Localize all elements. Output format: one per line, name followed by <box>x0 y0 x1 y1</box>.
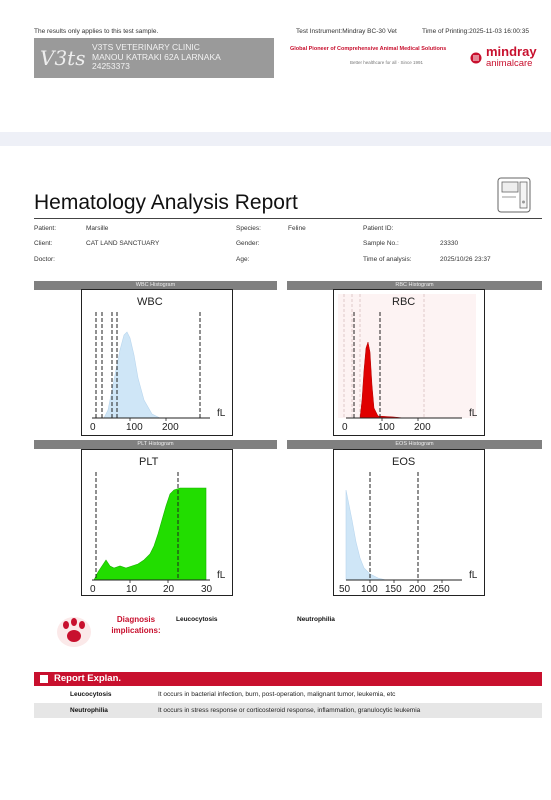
report-explanation-header: Report Explan. <box>34 672 542 686</box>
eos-tick-label: 150 <box>385 584 402 595</box>
result-notice: The results only applies to this test sa… <box>34 28 159 35</box>
wbc-histogram-header: WBC Histogram <box>34 281 277 290</box>
brand-tagline: Global Pioneer of Comprehensive Animal M… <box>290 46 447 52</box>
explanation-term: Leucocytosis <box>70 691 112 698</box>
plt-histogram-plot <box>92 472 210 583</box>
sample-value: 23330 <box>440 240 459 247</box>
rbc-unit: fL <box>469 408 478 419</box>
clinic-banner: V3ts V3TS VETERINARY CLINIC MANOU KATRAK… <box>34 38 274 78</box>
clinic-phone: 24253373 <box>92 61 130 71</box>
analyzer-device-icon <box>497 177 531 213</box>
explanation-term: Neutrophilia <box>70 707 108 714</box>
explanation-row: Neutrophilia It occurs in stress respons… <box>34 703 542 718</box>
mindray-logo-icon <box>470 52 482 64</box>
plt-tick-label: 10 <box>126 584 138 595</box>
eos-tick-label: 50 <box>339 584 351 595</box>
eos-curve <box>345 489 387 581</box>
top-notice-bar: The results only applies to this test sa… <box>0 0 551 40</box>
wbc-tick-label: 0 <box>90 422 96 433</box>
title-rule <box>34 218 542 219</box>
diagnosis-item: Neutrophilia <box>297 616 335 623</box>
clinic-logo: V3ts <box>40 46 86 70</box>
wbc-curve <box>103 331 161 419</box>
explanation-row: Leucocytosis It occurs in bacterial infe… <box>34 687 542 702</box>
patient-value: Marsille <box>86 225 109 232</box>
eos-tick-label: 200 <box>409 584 426 595</box>
patient-label: Patient: <box>34 225 57 232</box>
plt-histogram: PLT fL 0 10 20 30 <box>81 449 233 596</box>
rbc-histogram: RBC fL 0 100 200 <box>333 289 485 436</box>
clinic-address: MANOU KATRAKI 62A LARNAKA <box>92 51 221 62</box>
clinic-details: V3TS VETERINARY CLINIC MANOU KATRAKI 62A… <box>92 42 221 72</box>
page-divider <box>0 132 551 146</box>
wbc-tick-label: 200 <box>162 422 179 433</box>
wbc-histogram-plot <box>92 312 210 421</box>
explanation-text: It occurs in bacterial infection, burn, … <box>158 691 396 698</box>
wbc-tick-label: 100 <box>126 422 143 433</box>
plt-tick-label: 20 <box>163 584 175 595</box>
plt-curve <box>93 487 207 581</box>
rbc-name: RBC <box>392 296 416 308</box>
plt-name: PLT <box>139 456 159 468</box>
species-value: Feline <box>288 225 306 232</box>
eos-histogram: EOS fL 50 100 150 200 250 <box>333 449 485 596</box>
diagnosis-label: Diagnosis implications: <box>111 615 161 635</box>
client-value: CAT LAND SANCTUARY <box>86 240 160 247</box>
explanation-text: It occurs in stress response or corticos… <box>158 707 421 714</box>
rbc-curve <box>359 341 405 419</box>
instrument-info: Test Instrument:Mindray BC-30 Vet <box>296 28 397 35</box>
brand-name: mindray <box>486 44 537 59</box>
report-header: V3ts V3TS VETERINARY CLINIC MANOU KATRAK… <box>34 38 542 78</box>
doctor-label: Doctor: <box>34 256 55 263</box>
plt-unit: fL <box>217 570 226 581</box>
rbc-tick-label: 200 <box>414 422 431 433</box>
plt-histogram-header: PLT Histogram <box>34 440 277 449</box>
patient-id-label: Patient ID: <box>363 225 394 232</box>
wbc-name: WBC <box>137 296 163 308</box>
rbc-tick-label: 0 <box>342 422 348 433</box>
gender-label: Gender: <box>236 240 260 247</box>
eos-histogram-header: EOS Histogram <box>287 440 542 449</box>
report-explanation-title: Report Explan. <box>54 673 122 684</box>
analysis-time-label: Time of analysis: <box>363 256 412 263</box>
clinic-name: V3TS VETERINARY CLINIC <box>92 42 200 52</box>
plt-tick-label: 30 <box>201 584 213 595</box>
sample-label: Sample No.: <box>363 240 399 247</box>
report-title: Hematology Analysis Report <box>34 191 298 214</box>
eos-tick-label: 100 <box>361 584 378 595</box>
printing-time: Time of Printing:2025-11-03 16:00:35 <box>422 28 529 35</box>
species-label: Species: <box>236 225 261 232</box>
brand-sub: animalcare <box>486 58 533 69</box>
brand-subtagline: Better healthcare for all · Since 1991 <box>350 60 424 65</box>
wbc-histogram: WBC fL 0 100 200 <box>81 289 233 436</box>
eos-histogram-plot <box>345 472 462 583</box>
rbc-tick-label: 100 <box>378 422 395 433</box>
rbc-histogram-plot <box>338 294 476 421</box>
plt-tick-label: 0 <box>90 584 96 595</box>
rbc-shade <box>338 294 476 418</box>
diagnosis-item: Leucocytosis <box>176 616 218 623</box>
analysis-time-value: 2025/10/26 23:37 <box>440 256 491 263</box>
age-label: Age: <box>236 256 250 263</box>
wbc-unit: fL <box>217 408 226 419</box>
brand-banner: Global Pioneer of Comprehensive Animal M… <box>274 38 542 78</box>
client-label: Client: <box>34 240 53 247</box>
paw-icon <box>57 617 91 647</box>
document-icon <box>40 675 48 683</box>
eos-unit: fL <box>469 570 478 581</box>
eos-name: EOS <box>392 456 416 468</box>
rbc-histogram-header: RBC Histogram <box>287 281 542 290</box>
eos-tick-label: 250 <box>433 584 450 595</box>
